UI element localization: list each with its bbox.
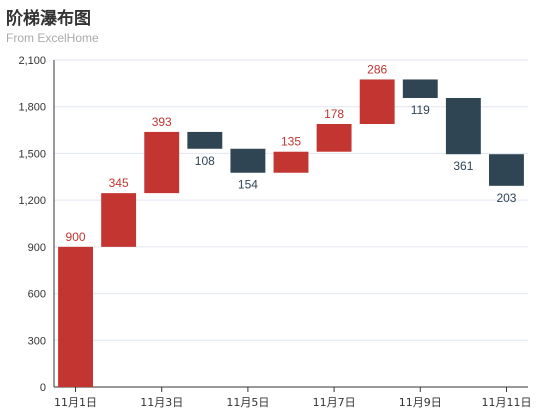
x-tick-label: 11月3日: [140, 396, 183, 409]
bar-decrease: [230, 148, 266, 173]
data-label: 178: [324, 107, 344, 121]
bar-increase: [101, 193, 137, 247]
x-tick-label: 11月5日: [226, 396, 269, 409]
bar-increase: [359, 79, 395, 124]
data-label: 154: [238, 178, 258, 192]
bar-decrease: [187, 131, 223, 149]
y-tick-label: 300: [28, 335, 46, 347]
bar-decrease: [489, 154, 524, 186]
chart-subtitle: From ExcelHome: [6, 31, 99, 45]
data-label: 203: [496, 191, 516, 205]
bar-increase: [58, 246, 93, 387]
bar-decrease: [445, 97, 481, 155]
y-tick-label: 900: [28, 242, 46, 254]
x-tick-label: 11月9日: [399, 396, 442, 409]
y-tick-label: 2,100: [18, 55, 46, 67]
bar-increase: [144, 131, 180, 194]
bar-increase: [316, 123, 352, 152]
x-tick-label: 11月1日: [54, 396, 97, 409]
y-tick-label: 1,800: [18, 102, 46, 114]
data-label: 900: [66, 230, 86, 244]
data-label: 119: [411, 103, 430, 117]
y-tick-label: 0: [40, 382, 46, 394]
data-label: 393: [152, 115, 172, 129]
data-label: 108: [195, 154, 215, 168]
data-label: 135: [281, 135, 301, 149]
bar-decrease: [402, 79, 438, 98]
data-label: 286: [367, 62, 387, 76]
y-tick-label: 1,500: [18, 148, 46, 160]
y-tick-label: 600: [28, 289, 46, 301]
x-tick-label: 11月11日: [481, 396, 531, 409]
data-label: 361: [453, 159, 473, 173]
chart-title: 阶梯瀑布图: [6, 9, 91, 29]
y-tick-label: 1,200: [18, 195, 46, 207]
bar-increase: [273, 151, 309, 173]
data-label: 345: [109, 176, 129, 190]
x-tick-label: 11月7日: [313, 396, 356, 409]
